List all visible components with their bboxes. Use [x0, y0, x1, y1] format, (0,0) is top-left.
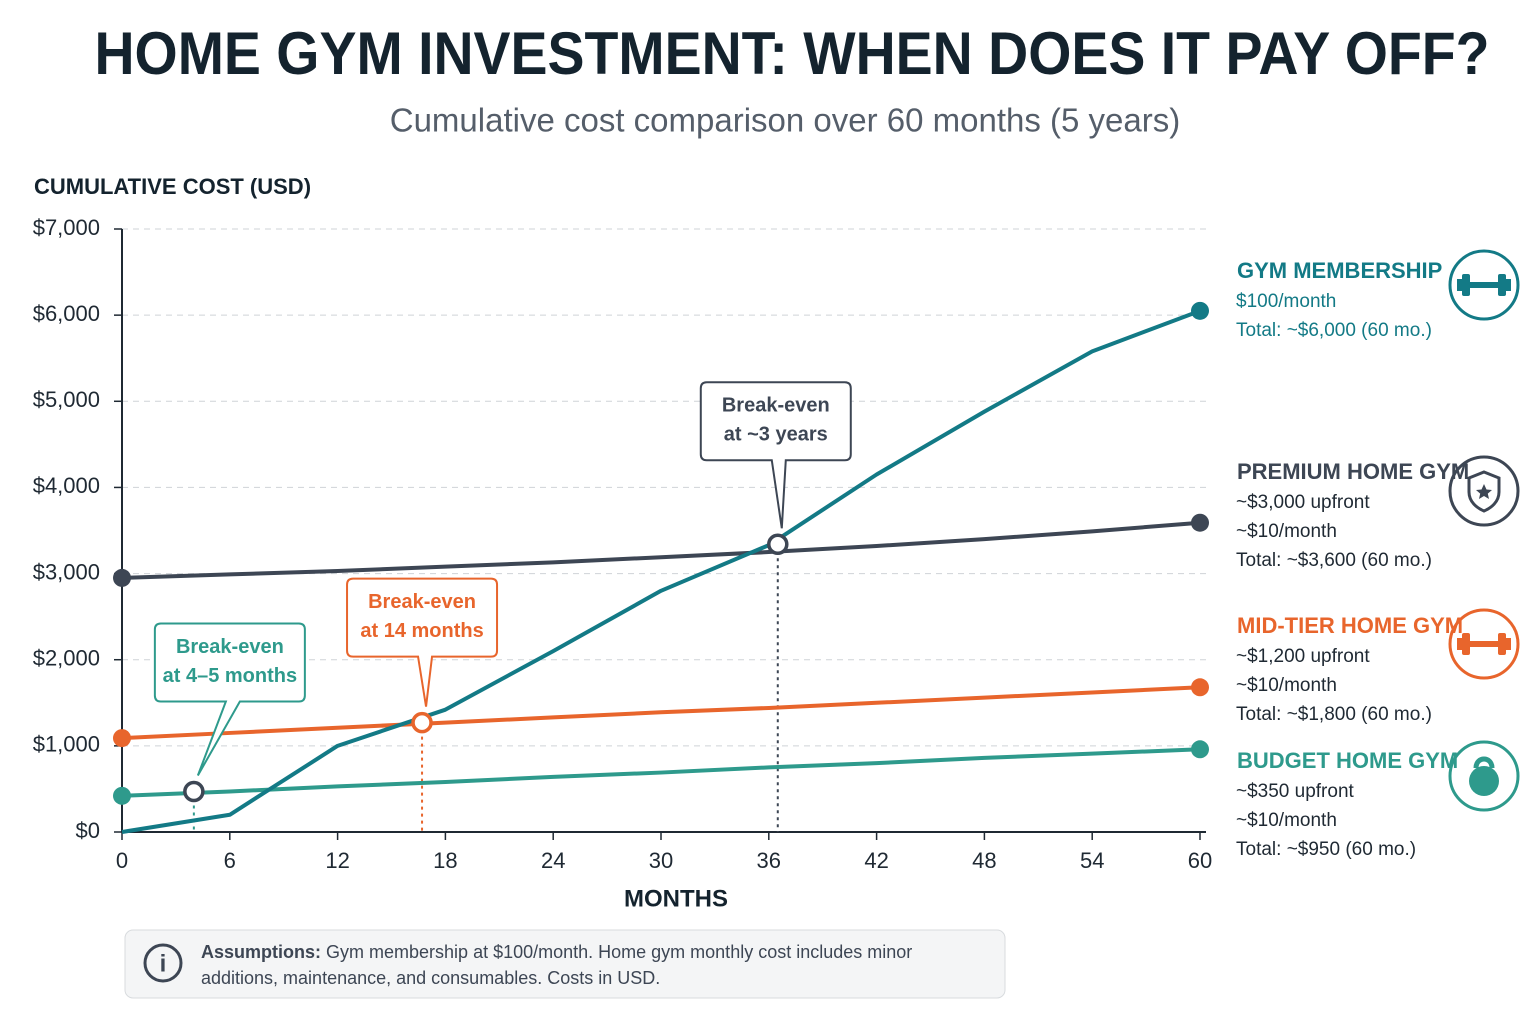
legend-name: GYM MEMBERSHIP: [1237, 258, 1442, 283]
callout: Break-even at 4–5 months: [153, 622, 306, 777]
dumbbell-icon: [1448, 608, 1520, 680]
callout-text: at ~3 years: [724, 424, 828, 446]
x-tick-label: 24: [541, 848, 565, 873]
series-line: [121, 520, 1201, 580]
series-line: [121, 308, 1201, 834]
callout-text: at 4–5 months: [163, 665, 297, 687]
y-axis-label: CUMULATIVE COST (USD): [34, 174, 311, 199]
footnote-label: Assumptions:: [201, 942, 321, 962]
callout-text: Break-even: [368, 591, 476, 613]
callout: Break-even at ~3 years: [699, 381, 852, 529]
legend-name: PREMIUM HOME GYM: [1237, 459, 1469, 484]
kettlebell-icon: [1448, 740, 1520, 812]
y-tick-label: $6,000: [33, 301, 100, 326]
chart-title: HOME GYM INVESTMENT: WHEN DOES IT PAY OF…: [95, 20, 1490, 87]
chart-subtitle: Cumulative cost comparison over 60 month…: [390, 102, 1181, 139]
end-marker: [1191, 678, 1209, 697]
legend-name: BUDGET HOME GYM: [1237, 748, 1458, 773]
dumbbell-icon: [1448, 249, 1520, 321]
legend-icons: [1448, 249, 1520, 812]
info-icon-glyph: i: [160, 950, 167, 977]
series-line: [121, 685, 1201, 741]
legend-detail: Total: ~$3,600 (60 mo.): [1236, 550, 1432, 571]
x-tick-label: 54: [1080, 848, 1104, 873]
footnote-line: additions, maintenance, and consumables.…: [201, 968, 660, 988]
break-even-point: [183, 780, 205, 803]
break-even-point: [767, 533, 789, 556]
callout-box: [346, 577, 499, 707]
y-tick-label: $7,000: [33, 215, 100, 240]
x-tick-label: 42: [864, 848, 888, 873]
x-tick-label: 36: [757, 848, 781, 873]
x-tick-label: 30: [649, 848, 673, 873]
shield-icon: [1448, 455, 1520, 527]
end-marker: [113, 786, 131, 805]
legend-detail: ~$10/month: [1236, 675, 1337, 696]
break-even-point: [411, 711, 433, 734]
y-tick-label: $4,000: [33, 473, 100, 498]
legend-name: MID-TIER HOME GYM: [1237, 613, 1463, 638]
legend-detail: Total: ~$950 (60 mo.): [1236, 839, 1416, 860]
footnote-text: Gym membership at $100/month. Home gym m…: [326, 942, 912, 962]
callout-text: Break-even: [722, 395, 830, 417]
x-tick-label: 18: [433, 848, 457, 873]
footnote: i Assumptions: Gym membership at $100/mo…: [124, 929, 1006, 999]
y-tick-label: $3,000: [33, 559, 100, 584]
y-tick-label: $0: [76, 818, 100, 843]
callout-text: Break-even: [176, 636, 284, 658]
callout-text: at 14 months: [360, 620, 483, 642]
legend-detail: Total: ~$6,000 (60 mo.): [1236, 320, 1432, 341]
end-marker: [113, 568, 131, 587]
legend-detail: ~$350 upfront: [1236, 781, 1355, 802]
x-tick-label: 60: [1188, 848, 1212, 873]
end-marker: [1191, 513, 1209, 532]
legend-detail: ~$10/month: [1236, 521, 1337, 542]
footnote-line: Assumptions: Gym membership at $100/mont…: [201, 942, 912, 962]
end-marker: [1191, 740, 1209, 759]
legend-detail: Total: ~$1,800 (60 mo.): [1236, 704, 1432, 725]
x-tick-label: 12: [325, 848, 349, 873]
info-icon: [143, 943, 183, 983]
callout-box: [153, 622, 306, 777]
legend-detail: $100/month: [1236, 291, 1336, 312]
end-marker: [113, 729, 131, 748]
x-tick-label: 48: [972, 848, 996, 873]
legend-detail: ~$3,000 upfront: [1236, 492, 1370, 513]
end-marker: [1191, 301, 1209, 320]
legend-detail: ~$1,200 upfront: [1236, 646, 1370, 667]
y-tick-label: $1,000: [33, 732, 100, 757]
footnote-box: [124, 929, 1006, 999]
y-tick-label: $5,000: [33, 387, 100, 412]
legend-detail: ~$10/month: [1236, 810, 1337, 831]
x-axis-label: MONTHS: [624, 885, 728, 912]
callout: Break-even at 14 months: [346, 577, 499, 707]
y-tick-label: $2,000: [33, 646, 100, 671]
x-tick-label: 6: [224, 848, 236, 873]
x-tick-label: 0: [116, 848, 128, 873]
series-line: [121, 747, 1201, 798]
callout-box: [699, 381, 852, 529]
